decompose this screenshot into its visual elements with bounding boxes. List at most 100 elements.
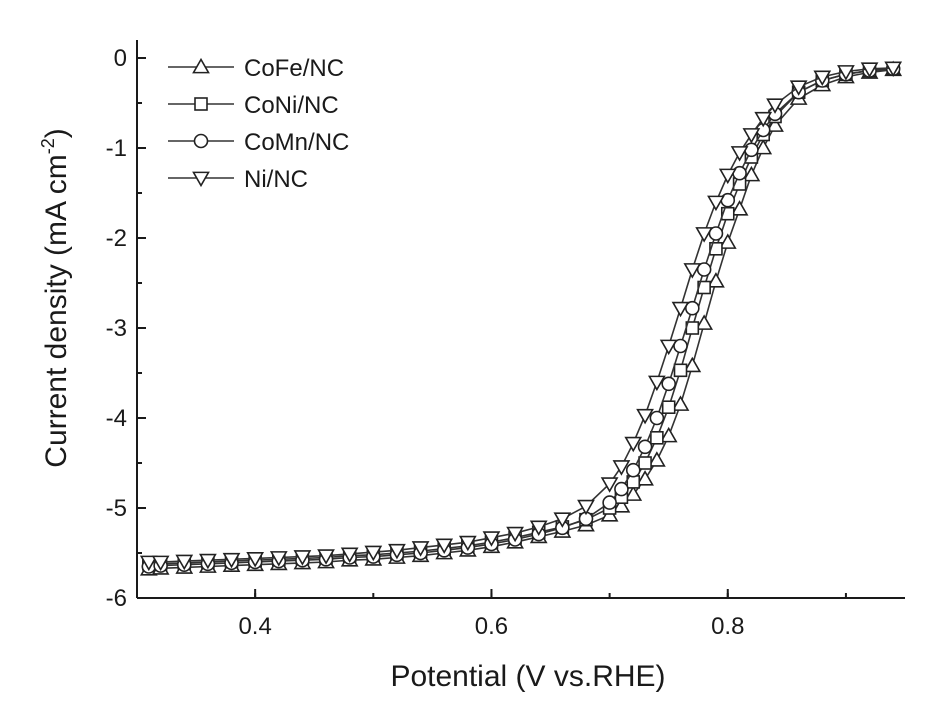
series-layer	[139, 60, 903, 576]
y-axis-title-main: Current density (mA cm	[40, 154, 73, 467]
data-point-triangle-down	[730, 146, 749, 162]
data-point-triangle-down	[175, 554, 194, 571]
data-point-triangle-down	[529, 520, 548, 537]
data-point-triangle-up	[192, 57, 210, 74]
data-point-circle	[685, 300, 700, 316]
y-tick-label: -1	[106, 135, 127, 162]
legend-label: CoFe/NC	[244, 55, 344, 82]
series-line	[148, 68, 894, 568]
data-point-triangle-up	[624, 485, 643, 501]
legend-label: CoNi/NC	[244, 92, 339, 119]
y-tick-label: 0	[114, 45, 127, 72]
data-point-triangle-down	[789, 80, 808, 96]
legend-item-coni-nc: CoNi/NC	[168, 92, 339, 119]
y-axis-title-close: )	[40, 128, 73, 138]
data-point-triangle-down	[683, 263, 702, 279]
data-point-triangle-down	[199, 553, 217, 570]
data-point-triangle-down	[671, 301, 690, 318]
y-tick-label: -3	[106, 315, 127, 342]
data-point-triangle-up	[612, 497, 631, 513]
data-point-triangle-down	[411, 541, 430, 557]
data-point-triangle-down	[388, 543, 406, 560]
data-point-triangle-down	[600, 477, 619, 493]
data-point-triangle-up	[659, 426, 678, 443]
data-point-triangle-down	[636, 408, 654, 425]
data-point-triangle-up	[754, 138, 773, 155]
data-point-triangle-up	[730, 200, 749, 216]
data-point-triangle-down	[435, 538, 454, 555]
legend-item-cofe-nc: CoFe/NC	[168, 55, 344, 82]
data-point-triangle-up	[695, 314, 714, 330]
legend: CoFe/NC CoNi/NC CoMn/NC Ni/NC	[168, 55, 349, 193]
data-point-triangle-up	[707, 272, 725, 288]
data-point-triangle-down	[624, 436, 643, 453]
legend-label: CoMn/NC	[244, 129, 349, 156]
data-point-triangle-down	[659, 339, 678, 356]
data-point-square	[638, 456, 652, 470]
y-tick-label: -4	[106, 405, 127, 432]
data-point-triangle-down	[884, 61, 903, 78]
data-point-circle	[625, 462, 641, 478]
y-tick-label: -5	[106, 495, 127, 522]
data-point-triangle-down	[317, 549, 335, 565]
data-point-triangle-up	[671, 395, 690, 411]
x-tick-label: 0.8	[711, 613, 744, 640]
data-point-circle	[637, 439, 653, 455]
data-point-triangle-up	[742, 165, 761, 182]
data-point-triangle-down	[246, 551, 265, 568]
data-point-square	[194, 97, 208, 111]
data-point-triangle-down	[482, 531, 501, 547]
data-point-triangle-down	[742, 128, 761, 144]
data-point-triangle-down	[707, 195, 725, 212]
data-point-triangle-down	[695, 227, 714, 243]
data-point-circle	[708, 226, 724, 241]
x-tick-label: 0.6	[475, 613, 508, 640]
data-point-triangle-down	[269, 551, 288, 567]
series-ni-nc	[139, 61, 903, 572]
data-point-triangle-up	[766, 116, 784, 132]
data-point-triangle-down	[647, 375, 666, 392]
data-point-circle	[661, 376, 676, 392]
data-point-square	[650, 430, 664, 445]
data-point-circle	[696, 262, 712, 277]
data-point-triangle-down	[340, 547, 359, 564]
y-tick-label: -6	[106, 585, 127, 612]
data-point-square	[661, 400, 676, 415]
data-point-triangle-down	[813, 70, 832, 87]
data-point-circle	[193, 133, 209, 149]
legend-label: Ni/NC	[244, 166, 308, 193]
data-point-circle	[673, 338, 688, 354]
x-tick-label: 0.4	[238, 613, 271, 640]
data-point-triangle-down	[577, 499, 595, 516]
data-point-triangle-down	[458, 535, 477, 552]
data-point-triangle-down	[151, 555, 170, 572]
data-point-triangle-down	[860, 62, 879, 78]
data-point-triangle-down	[766, 98, 784, 114]
data-point-circle	[744, 142, 759, 158]
axes: 0.4 0.6 0.8 0 -1 -2 -3 -4 -5 -6	[106, 40, 905, 640]
data-point-circle	[614, 481, 629, 497]
data-point-triangle-up	[647, 451, 666, 467]
data-point-triangle-up	[683, 356, 702, 373]
legend-item-ni-nc: Ni/NC	[168, 166, 308, 193]
data-point-triangle-down	[718, 168, 737, 185]
data-point-triangle-down	[293, 550, 312, 566]
data-point-triangle-down	[837, 65, 855, 81]
y-tick-label: -2	[106, 225, 127, 252]
data-point-triangle-up	[718, 233, 737, 249]
data-point-circle	[602, 495, 617, 510]
legend-item-comn-nc: CoMn/NC	[168, 129, 349, 156]
data-point-triangle-down	[192, 171, 210, 188]
data-point-triangle-down	[364, 545, 383, 562]
data-point-square	[709, 242, 723, 256]
x-axis-title: Potential (V vs.RHE)	[390, 660, 665, 693]
data-point-triangle-down	[553, 512, 572, 528]
data-point-triangle-down	[612, 460, 631, 476]
data-point-circle	[649, 410, 665, 426]
data-point-triangle-up	[636, 470, 654, 486]
y-axis-title-superscript: -2	[38, 138, 58, 154]
data-point-triangle-down	[222, 552, 241, 569]
y-axis-title: Current density (mA cm-2)	[38, 128, 73, 467]
data-point-triangle-down	[754, 111, 773, 128]
